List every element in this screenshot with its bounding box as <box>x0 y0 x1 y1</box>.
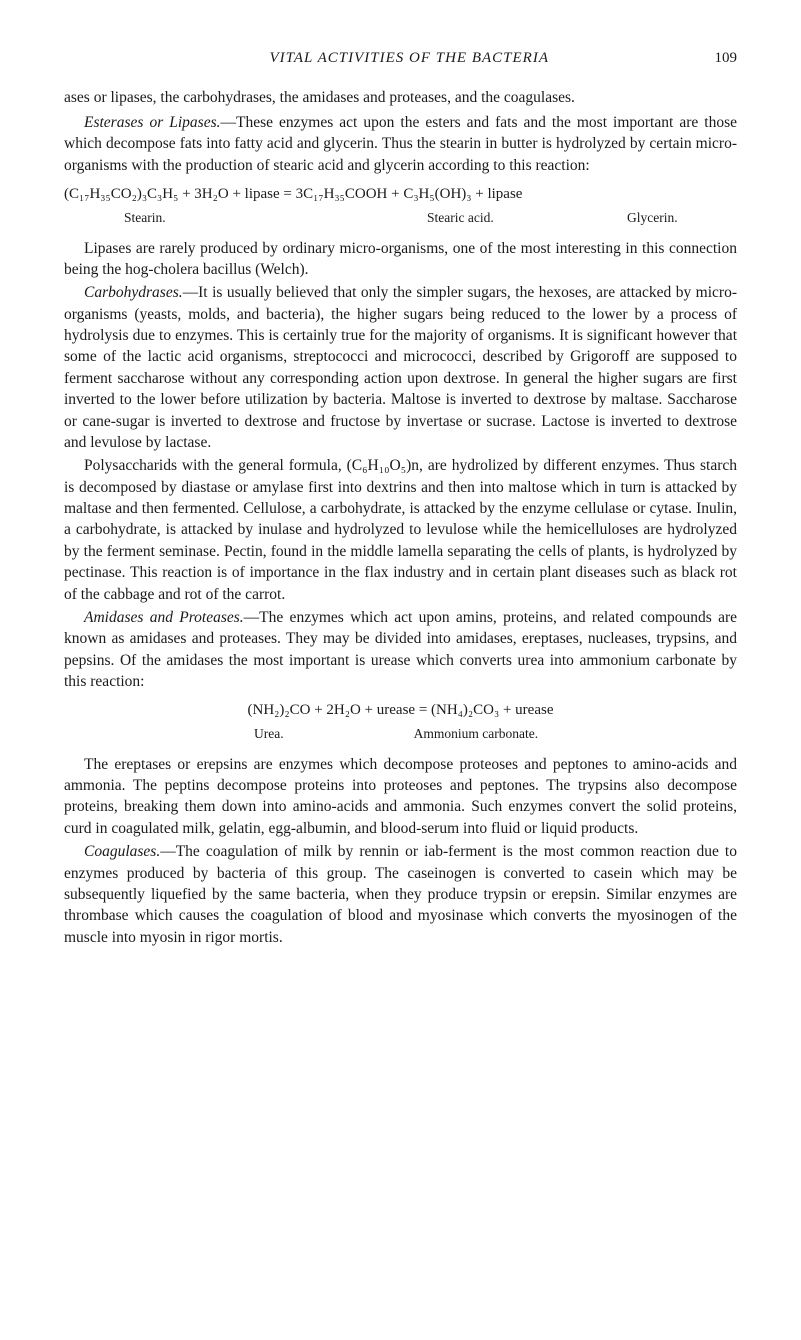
page-header: VITAL ACTIVITIES OF THE BACTERIA 109 <box>64 48 737 69</box>
paragraph-7: The ereptases or erepsins are enzymes wh… <box>64 754 737 840</box>
term-carbohydrases: Carbohydrases. <box>84 284 183 301</box>
paragraph-4: Carbohydrases.—It is usually believed th… <box>64 282 737 453</box>
paragraph-2: Esterases or Lipases.—These enzymes act … <box>64 112 737 176</box>
paragraph-6: Amidases and Proteases.—The enzymes whic… <box>64 607 737 693</box>
eq2-label-urea: Urea. <box>254 725 284 744</box>
paragraph-4-rest: —It is usually believed that only the si… <box>64 284 737 451</box>
eq1-label-glycerin: Glycerin. <box>627 209 737 228</box>
paragraph-1: ases or lipases, the carbohydrases, the … <box>64 87 737 108</box>
term-esterases: Esterases or Lipases. <box>84 114 221 131</box>
paragraph-5: Polysaccharids with the general formula,… <box>64 455 737 605</box>
term-coagulases: Coagulases. <box>84 843 160 860</box>
equation-1-labels: Stearin. Stearic acid. Glycerin. <box>64 209 737 228</box>
eq1-label-stearin: Stearin. <box>124 209 166 228</box>
eq2-label-ammonium: Ammonium carbonate. <box>414 725 538 744</box>
equation-2-labels: Urea. Ammonium carbonate. <box>64 725 737 744</box>
equation-1: (C₁₇H₃₅CO₂)₃C₃H₅ + 3H₂O + lipase = 3C₁₇H… <box>64 184 737 205</box>
term-amidases: Amidases and Proteases. <box>84 609 244 626</box>
paragraph-8-rest: —The coagulation of milk by rennin or ia… <box>64 843 737 946</box>
equation-2: (NH₂)₂CO + 2H₂O + urease = (NH₄)₂CO₃ + u… <box>64 700 737 721</box>
header-title: VITAL ACTIVITIES OF THE BACTERIA <box>104 48 715 69</box>
page-number: 109 <box>715 48 738 69</box>
eq1-label-stearic: Stearic acid. <box>427 209 627 228</box>
paragraph-8: Coagulases.—The coagulation of milk by r… <box>64 841 737 948</box>
paragraph-3: Lipases are rarely produced by ordinary … <box>64 238 737 281</box>
